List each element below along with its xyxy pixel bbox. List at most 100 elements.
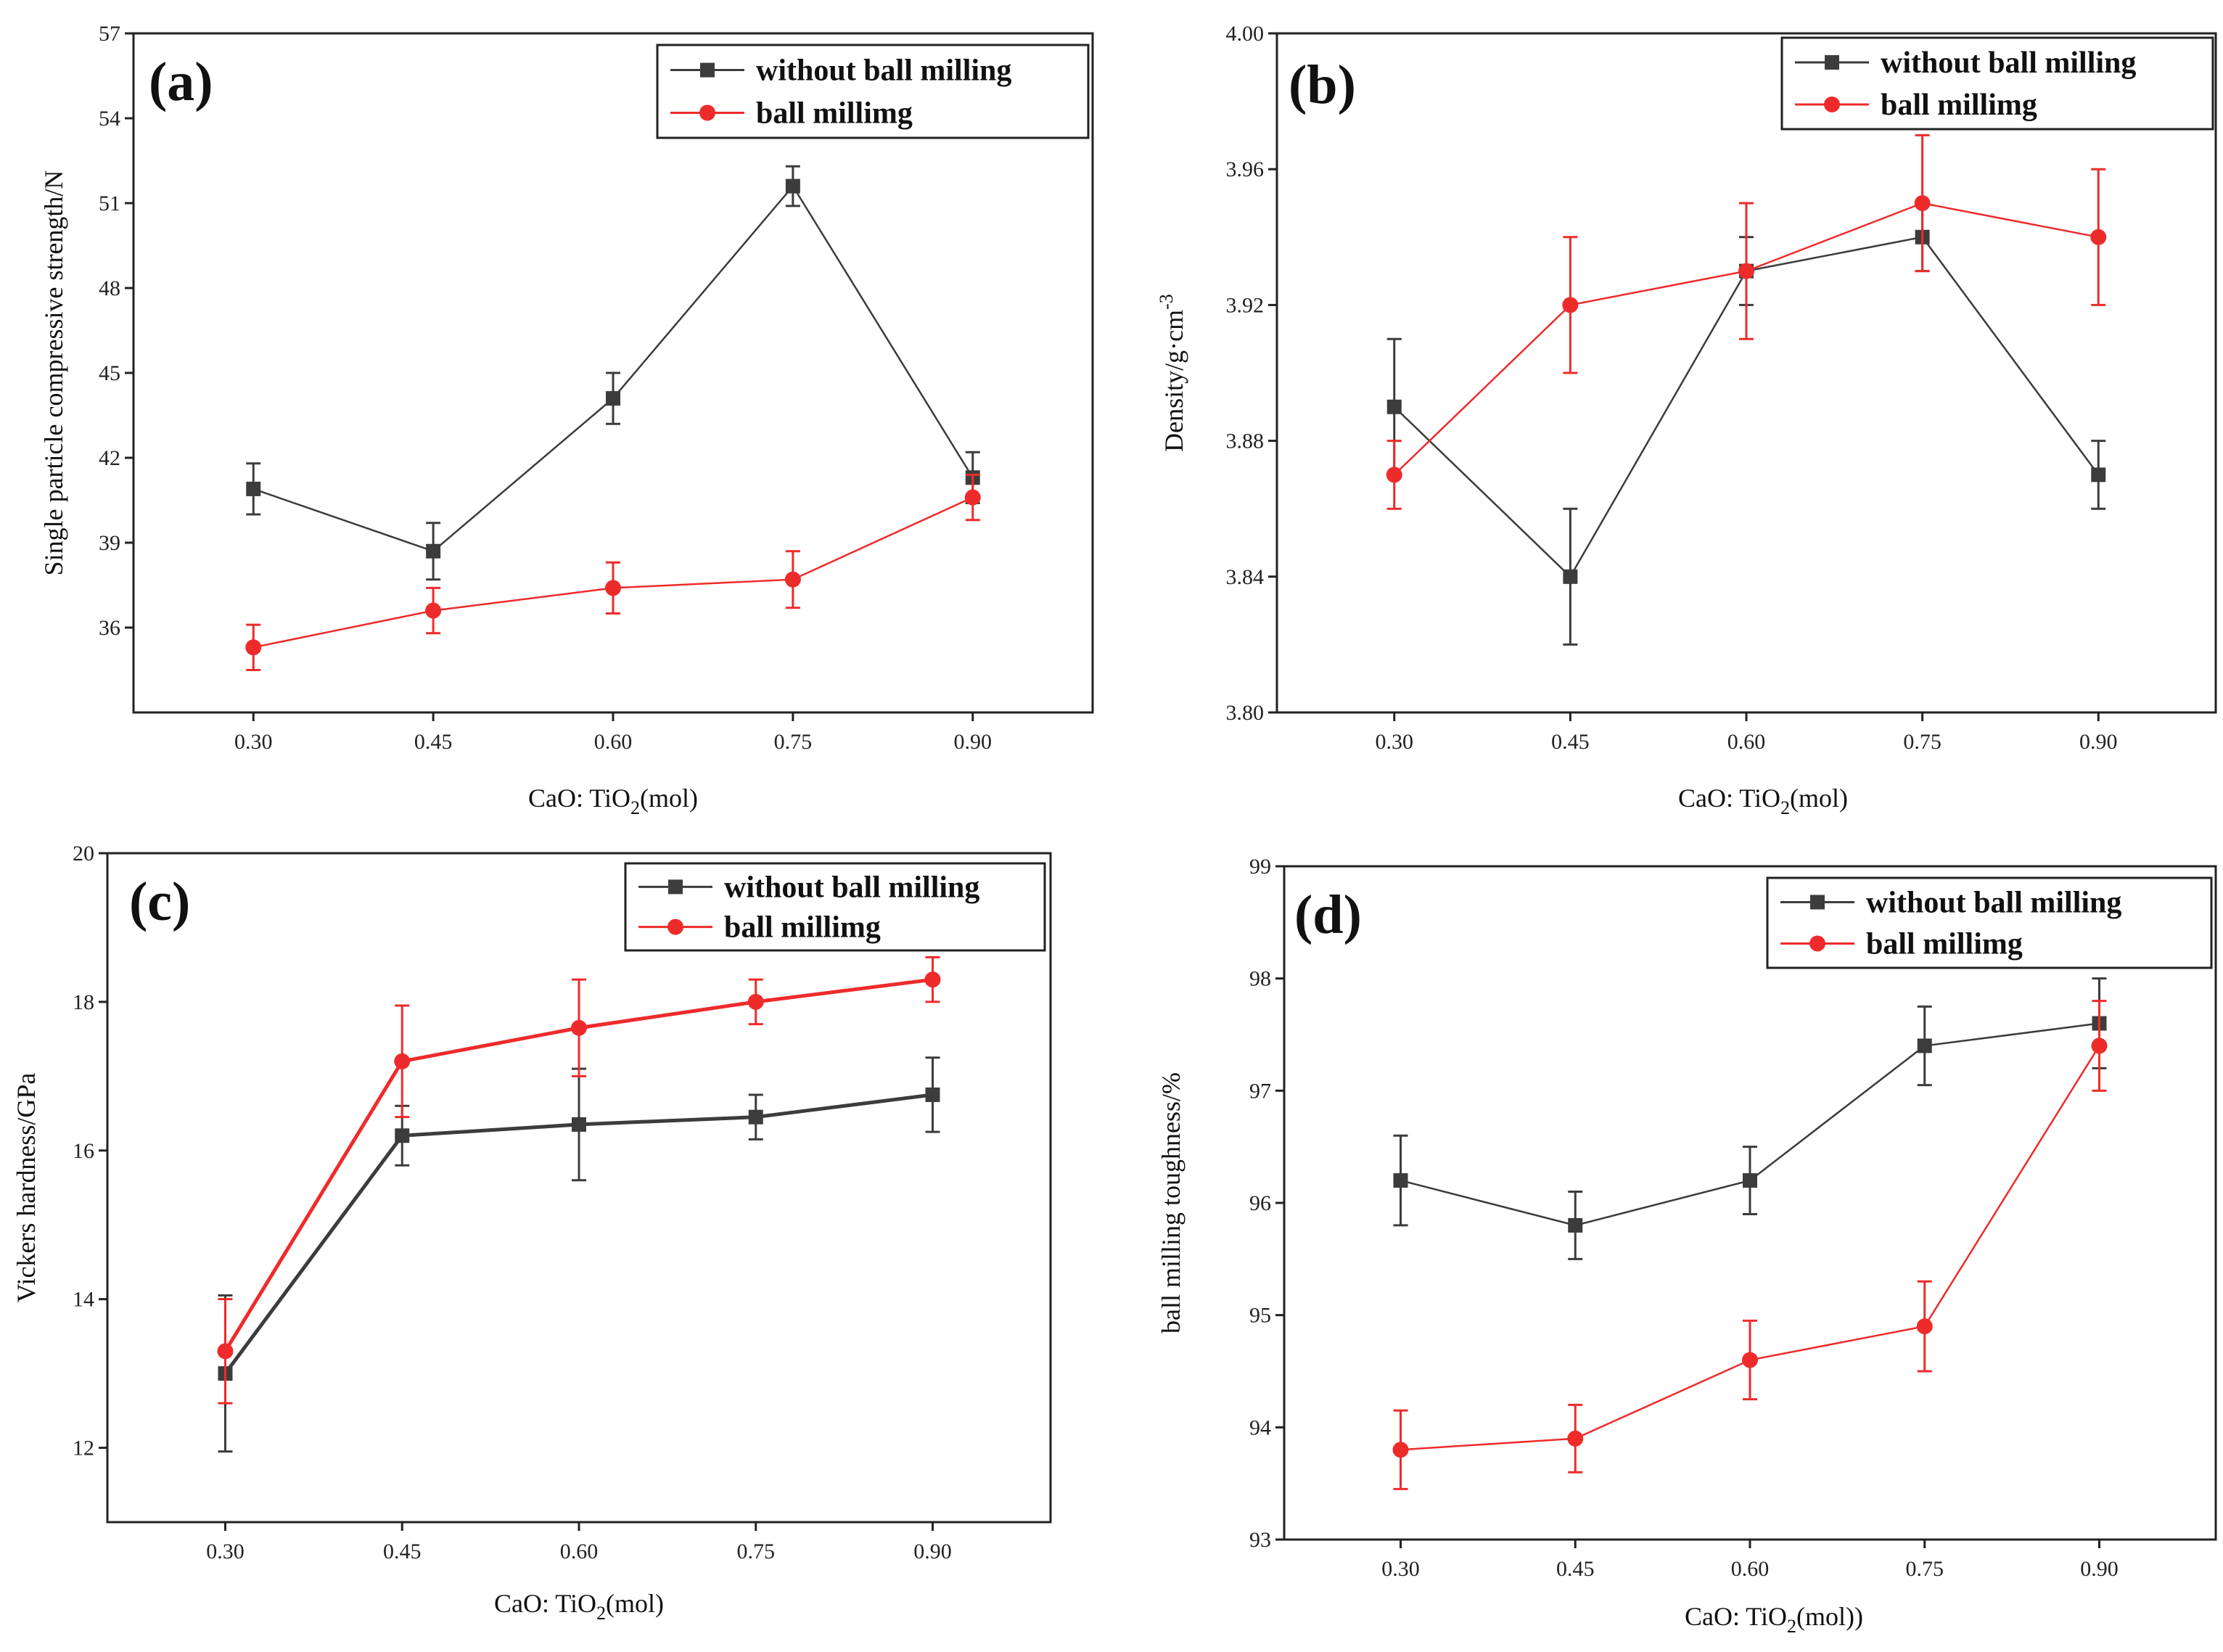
data-point: [784, 571, 801, 588]
legend-box: [656, 44, 1090, 139]
x-axis-label: CaO: TiO2(mol): [1678, 784, 1848, 818]
x-tick-label: 0.60: [1731, 1557, 1770, 1581]
x-tick-label: 0.60: [594, 730, 633, 754]
y-tick-label: 95: [1249, 1304, 1271, 1328]
y-tick-label: 93: [1249, 1528, 1271, 1552]
data-point: [1386, 467, 1402, 483]
x-axis-label: CaO: TiO2(mol): [528, 784, 698, 818]
legend: without ball milling ball millimg: [1766, 876, 2213, 969]
panel-label: (a): [149, 52, 213, 112]
y-tick-label: 97: [1249, 1079, 1271, 1103]
x-axis-label: CaO: TiO2(mol)): [1685, 1602, 1863, 1637]
data-point: [425, 602, 442, 619]
x-tick-label: 0.90: [2079, 730, 2118, 754]
panel-c: 12 14 16 18 20 0.30 0.45 0.60 0.75 0.90 CaO: TiO2(…: [12, 842, 1052, 1624]
x-tick-label: 0.75: [1906, 1557, 1944, 1581]
x-tick-label: 0.90: [2080, 1557, 2119, 1581]
y-axis-label: Single particle compressive strength/N: [39, 170, 68, 576]
x-axis-label: CaO: TiO2(mol): [494, 1589, 664, 1624]
series-ball-milling: [1386, 133, 2107, 510]
y-tick-label: 94: [1249, 1415, 1271, 1439]
panel-label: (d): [1294, 884, 1362, 945]
legend-marker: [1824, 96, 1840, 112]
legend-label: ball millimg: [1866, 928, 2023, 961]
data-point: [1563, 569, 1578, 584]
x-tick-label: 0.75: [1903, 730, 1941, 754]
x-tick-label: 0.90: [954, 730, 993, 754]
y-tick-label: 42: [99, 446, 120, 470]
data-point: [1916, 1318, 1933, 1335]
y-tick-label: 54: [99, 107, 120, 131]
data-point: [606, 391, 620, 406]
data-point: [394, 1053, 411, 1069]
data-point: [571, 1019, 587, 1036]
data-point: [426, 543, 441, 559]
data-point: [1386, 399, 1402, 414]
data-point: [1562, 297, 1579, 313]
y-tick-label: 14: [73, 1288, 94, 1312]
data-point: [964, 489, 981, 506]
series-ball-milling: [1392, 1000, 2108, 1490]
legend-label: without ball milling: [1866, 886, 2121, 919]
y-axis-label: Vickers hardness/GPa: [12, 1073, 41, 1303]
legend-box: [1766, 876, 2213, 969]
data-point: [1743, 1173, 1757, 1188]
x-tick-label: 0.60: [1727, 730, 1766, 754]
legend-label: without ball milling: [724, 871, 979, 904]
legend-label: ball millimg: [1881, 89, 2037, 122]
y-tick-label: 36: [99, 616, 120, 640]
y-tick-label: 99: [1249, 855, 1271, 879]
y-axis-label: ball milling toughness/%: [1156, 1072, 1186, 1333]
y-tick-label: 57: [99, 22, 120, 46]
panel-a: 36 39 42 45 48 51 54 57 0.30 0.45 0.60 0.75 0.90 CaO:…: [39, 22, 1094, 818]
x-tick-label: 0.45: [383, 1540, 422, 1563]
legend-marker: [699, 104, 715, 121]
x-tick-label: 0.45: [414, 730, 453, 754]
y-tick-label: 3.88: [1226, 430, 1265, 453]
legend-label: ball millimg: [756, 96, 913, 130]
data-point: [1742, 1352, 1758, 1368]
legend-marker: [1825, 55, 1839, 70]
y-tick-label: 16: [73, 1139, 94, 1163]
x-tick-label: 0.45: [1556, 1557, 1595, 1581]
y-tick-label: 18: [73, 990, 94, 1014]
y-tick-label: 12: [73, 1437, 94, 1460]
legend: without ball milling ball millimg: [656, 44, 1090, 139]
y-tick-label: 51: [99, 192, 120, 215]
data-point: [395, 1128, 410, 1143]
data-point: [1392, 1442, 1409, 1458]
data-point: [1568, 1217, 1583, 1233]
data-point: [747, 993, 764, 1010]
x-tick-label: 0.75: [774, 730, 813, 754]
data-point: [1393, 1173, 1408, 1188]
data-point: [925, 1087, 940, 1102]
data-point: [924, 971, 941, 988]
data-point: [605, 580, 621, 596]
legend-label: without ball milling: [756, 54, 1011, 88]
data-point: [2091, 467, 2106, 482]
legend-marker: [1809, 935, 1825, 952]
y-tick-label: 98: [1249, 967, 1271, 991]
y-axis-label: Density/g·cm-3: [1156, 294, 1188, 452]
y-tick-label: 96: [1249, 1191, 1271, 1215]
legend-label: ball millimg: [724, 911, 881, 945]
data-point: [1914, 195, 1931, 211]
panel-d: 93 94 95 96 97 98 99 0.30 0.45 0.60 0.75 0.90 CaO: T…: [1156, 855, 2217, 1637]
data-point: [785, 178, 800, 194]
x-tick-label: 0.30: [206, 1540, 245, 1563]
legend-box: [1780, 36, 2214, 131]
y-tick-label: 20: [73, 842, 94, 866]
legend-marker: [700, 62, 715, 78]
data-point: [217, 1343, 234, 1360]
data-point: [1567, 1430, 1584, 1447]
data-point: [245, 639, 262, 656]
legend: without ball milling ball millimg: [624, 862, 1046, 952]
data-point: [1738, 263, 1754, 279]
data-point: [2091, 1037, 2108, 1054]
legend: without ball milling ball millimg: [1780, 36, 2214, 131]
data-point: [572, 1117, 586, 1132]
x-tick-label: 0.30: [234, 730, 273, 754]
x-tick-label: 0.45: [1551, 730, 1590, 754]
y-tick-label: 3.84: [1226, 565, 1265, 589]
panel-label: (c): [129, 871, 190, 932]
